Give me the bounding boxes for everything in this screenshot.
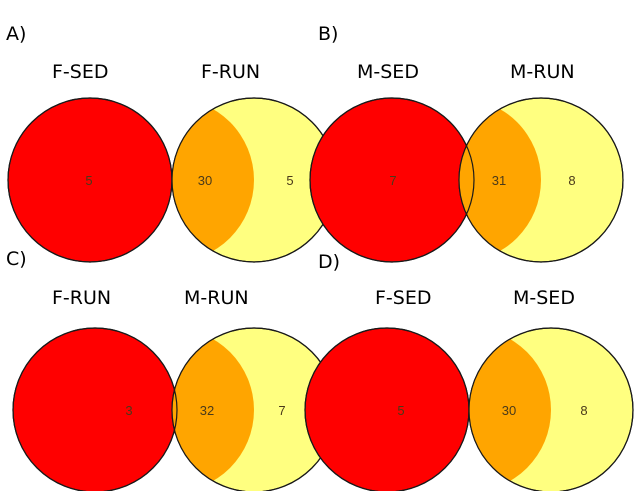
left-only-count-a: 5: [85, 173, 92, 188]
right-only-count-c: 7: [278, 403, 285, 418]
panel-a: A) F-SED F-RUN 5 30 5: [6, 23, 337, 263]
left-set-label-d: F-SED: [375, 287, 431, 309]
panel-b: B) M-SED M-RUN 7 31 8: [309, 23, 624, 263]
panel-c: C) F-RUN M-RUN 3 32 7: [6, 248, 337, 491]
overlap-count-b: 31: [492, 173, 506, 188]
right-set-label-b: M-RUN: [510, 61, 575, 83]
left-only-count-d: 5: [397, 403, 404, 418]
overlap-region-a: [172, 98, 254, 262]
panel-letter-b: B): [318, 23, 338, 45]
panel-d: D) F-SED M-SED 5 30 8: [304, 251, 634, 491]
overlap-region-c: [172, 328, 254, 491]
left-circle-d: [304, 327, 470, 491]
right-only-count-b: 8: [568, 173, 575, 188]
right-set-label-d: M-SED: [513, 287, 575, 309]
right-set-label-a: F-RUN: [201, 61, 260, 83]
overlap-region-b: [459, 98, 541, 262]
overlap-region-d: [469, 328, 551, 491]
overlap-count-d: 30: [502, 403, 516, 418]
panel-letter-d: D): [318, 251, 340, 273]
right-only-count-a: 5: [286, 173, 293, 188]
left-set-label-a: F-SED: [52, 61, 108, 83]
left-set-label-b: M-SED: [357, 61, 419, 83]
overlap-count-a: 30: [198, 173, 212, 188]
panel-letter-a: A): [6, 23, 26, 45]
left-circle-c: [12, 327, 178, 491]
right-set-label-c: M-RUN: [184, 287, 249, 309]
left-only-count-c: 3: [125, 403, 132, 418]
left-set-label-c: F-RUN: [52, 287, 111, 309]
panel-letter-c: C): [6, 248, 27, 270]
left-only-count-b: 7: [389, 173, 396, 188]
overlap-count-c: 32: [200, 403, 214, 418]
right-only-count-d: 8: [580, 403, 587, 418]
